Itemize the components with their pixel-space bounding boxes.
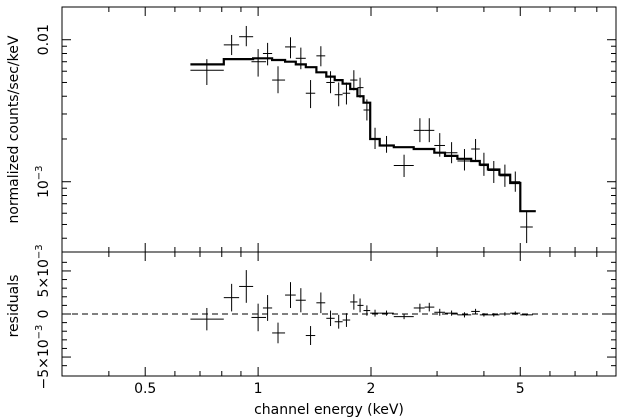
data-point — [326, 71, 335, 94]
data-point — [357, 77, 364, 98]
data-point — [239, 25, 254, 47]
residual-point — [272, 322, 286, 344]
residual-point — [445, 310, 458, 316]
data-point — [272, 66, 286, 94]
x-tick-label: 5 — [516, 381, 525, 397]
spectrum-y-axis-label: normalized counts/sec/keV — [6, 35, 22, 223]
data-point — [424, 118, 435, 143]
data-point — [342, 82, 351, 105]
residual-point — [305, 326, 316, 345]
data-point — [487, 160, 500, 183]
residual-point — [379, 310, 394, 316]
residual-point — [434, 308, 446, 316]
residual-point — [190, 307, 224, 331]
data-point — [379, 135, 394, 153]
residual-point — [370, 309, 380, 317]
x-tick-label: 1 — [254, 381, 263, 397]
residual-point — [295, 288, 306, 313]
residual-point — [510, 311, 521, 315]
residual-point — [262, 295, 273, 321]
residual-point — [350, 294, 358, 310]
spectrum-panel: 0.01 10−3 — [34, 6, 617, 253]
data-point — [334, 82, 343, 107]
residual-point — [239, 270, 254, 303]
data-point — [510, 171, 521, 192]
residuals-y-tick-label: 5×10−3 — [34, 244, 52, 297]
spectrum-y-tick-label: 10−3 — [34, 165, 52, 198]
residual-point — [326, 310, 335, 327]
model-step-line — [190, 57, 536, 213]
residual-point — [471, 308, 480, 314]
residual-point — [424, 302, 435, 312]
data-point — [190, 59, 224, 85]
residual-point — [393, 314, 414, 320]
residuals-panel: 5×10−3 0 −5×10−3 — [34, 244, 617, 390]
residual-point — [499, 312, 511, 316]
residual-point — [413, 303, 425, 313]
residuals-y-axis-label: residuals — [6, 275, 22, 338]
x-tick-label: 2 — [367, 381, 376, 397]
data-point — [520, 211, 533, 244]
x-axis-label: channel energy (keV) — [254, 402, 404, 418]
residuals-y-tick-label: 0 — [36, 310, 52, 319]
data-point — [285, 37, 296, 59]
data-point — [350, 70, 358, 91]
spectrum-frame — [61, 6, 617, 253]
x-tick-label: 0.5 — [134, 381, 156, 397]
residual-point — [334, 314, 343, 329]
data-point — [223, 34, 240, 56]
data-point — [471, 138, 480, 161]
data-point — [445, 142, 458, 164]
data-point — [393, 154, 414, 177]
x-axis: 0.5 1 2 5 — [134, 381, 525, 397]
residual-point — [363, 305, 371, 316]
data-point — [251, 49, 267, 77]
spectrum-y-tick-label: 0.01 — [36, 24, 52, 55]
residual-point — [342, 313, 351, 327]
data-point — [305, 80, 316, 109]
residual-point — [357, 298, 364, 313]
residual-point — [223, 283, 240, 312]
residual-point — [487, 313, 500, 317]
residual-point — [457, 312, 472, 318]
data-point — [295, 47, 306, 70]
data-point — [262, 42, 273, 66]
data-point — [413, 118, 425, 143]
residual-point — [285, 282, 296, 308]
data-point — [316, 46, 326, 67]
residual-point — [520, 314, 533, 316]
residual-point — [316, 292, 326, 314]
residual-point — [251, 303, 267, 332]
residuals-y-tick-label: −5×10−3 — [34, 325, 52, 390]
residual-point — [479, 313, 488, 317]
